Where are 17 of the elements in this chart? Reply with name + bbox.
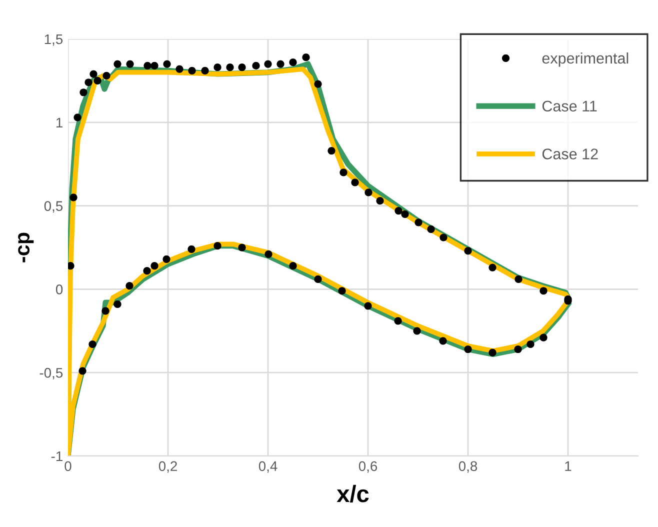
x-tick-label: 0,2 (158, 461, 177, 473)
y-tick-label: 1,5 (44, 34, 63, 46)
legend-label: Case 11 (542, 100, 597, 112)
y-tick-label: -1 (51, 451, 62, 462)
legend-label: Case 12 (542, 148, 598, 160)
y-tick-label: 0,5 (44, 201, 63, 213)
x-axis-title: x/c (336, 484, 369, 502)
y-axis-title: -cp (18, 232, 34, 262)
x-tick-label: 0,6 (358, 461, 378, 473)
y-tick-label: 1 (56, 118, 62, 128)
y-tick-label: -0,5 (40, 368, 63, 380)
x-tick-label: 0 (64, 461, 72, 472)
x-tick-label: 0,4 (258, 461, 278, 473)
y-tick-label: 0 (56, 284, 63, 294)
x-tick-label: 0,8 (458, 461, 478, 473)
x-tick-label: 1 (565, 461, 572, 471)
legend-label: experimental (542, 52, 628, 67)
